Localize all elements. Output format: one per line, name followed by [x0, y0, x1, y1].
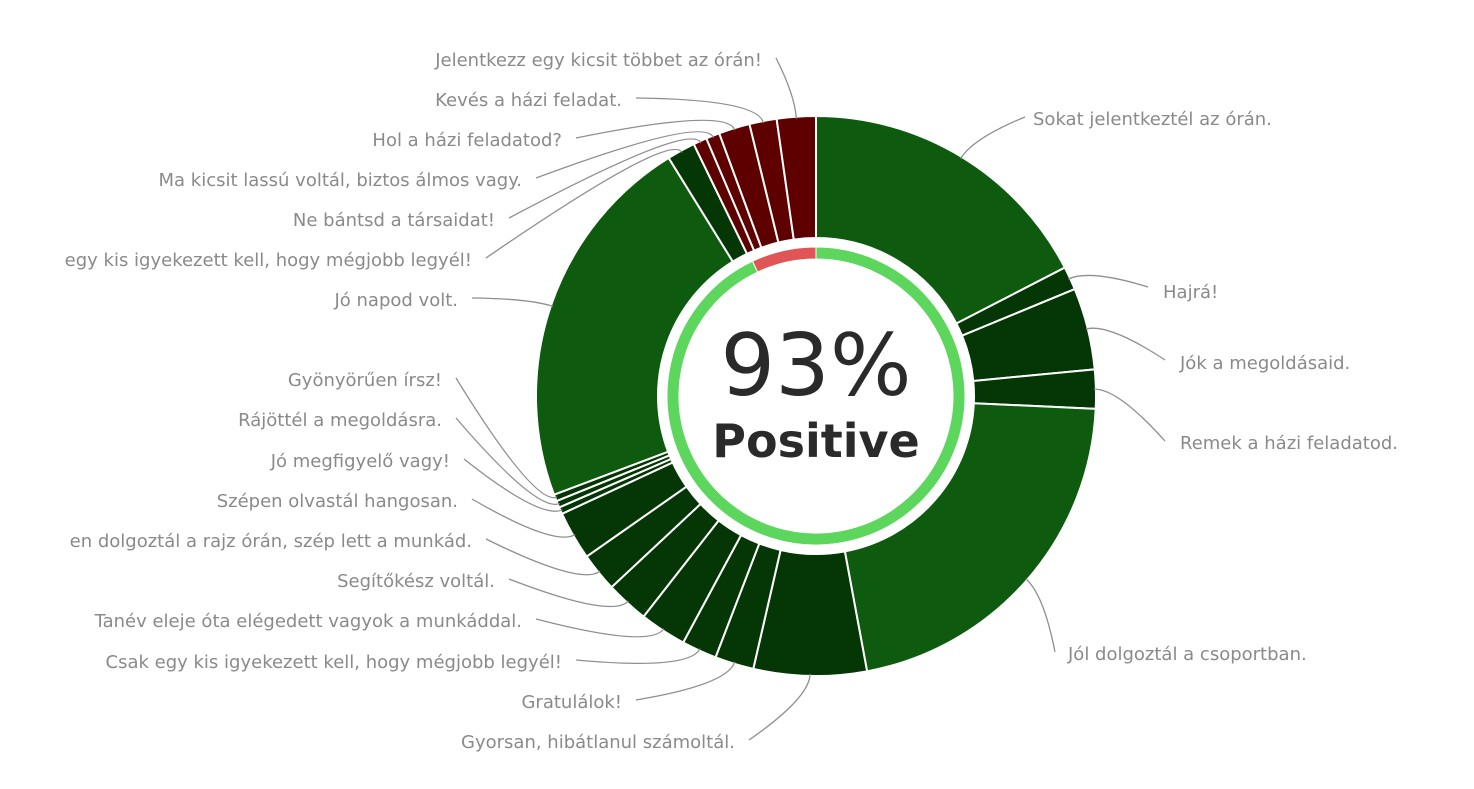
leader-rajottel-a-megoldasra [455, 417, 560, 505]
leader-en-dolgoztal-a-rajz-oran-szep-lett-a-mun [485, 538, 601, 576]
leader-jo-megfigyelo-vagy [463, 458, 563, 512]
label-jo-megfigyelo-vagy: Jó megfigyelő vagy! [270, 451, 450, 472]
leader-segitokesz-voltal [508, 578, 629, 608]
label-jo-napod-volt: Jó napod volt. [333, 290, 458, 311]
label-hajra: Hajrá! [1163, 282, 1218, 303]
label-segitokesz-voltal: Segítőkész voltál. [337, 571, 495, 592]
label-tanev-eleje-ota-elegedett-vagyok-a-munka: Tanév eleje óta elégedett vagyok a munká… [94, 611, 522, 632]
leader-szepen-olvastal-hangosan [471, 498, 576, 538]
leader-jelentkezz-egy-kicsit-tobbet-az-oran [775, 57, 798, 119]
slice-jo-napod-volt[interactable] [535, 156, 735, 496]
label-en-dolgoztal-a-rajz-oran-szep-lett-a-mun: en dolgoztál a rajz órán, szép lett a mu… [70, 531, 472, 552]
leader-jo-napod-volt [471, 297, 554, 307]
outer-ring [535, 114, 1097, 677]
leader-csak-egy-kis-igyekezett-kell-hogy-megjob [575, 648, 701, 665]
label-sokat-jelentkeztel-az-oran: Sokat jelentkeztél az órán. [1033, 109, 1272, 130]
leader-gyorsan-hibatlanul-szamoltal [748, 673, 811, 741]
label-gyorsan-hibatlanul-szamoltal: Gyorsan, hibátlanul számoltál. [461, 732, 735, 753]
label-remek-a-hazi-feladatod: Remek a házi feladatod. [1180, 433, 1398, 454]
center-caption: Positive [712, 414, 919, 468]
leader-ne-bantsd-a-tarsaidat [508, 138, 702, 219]
slice-jol-dolgoztal-a-csoportban[interactable] [843, 402, 1097, 673]
leader-gratulalok [635, 661, 736, 701]
label-jol-dolgoztal-a-csoportban: Jól dolgoztál a csoportban. [1067, 644, 1307, 665]
leader-lines [455, 57, 1166, 741]
leader-jok-a-megoldasaid [1085, 327, 1166, 361]
leader-egy-kis-igyekezett-kell-hogy-megjobb-leg [485, 148, 683, 259]
label-egy-kis-igyekezett-kell-hogy-megjobb-leg: egy kis igyekezett kell, hogy mégjobb le… [65, 250, 472, 271]
label-ne-bantsd-a-tarsaidat: Ne bántsd a társaidat! [293, 210, 495, 231]
label-keves-a-hazi-feladat: Kevés a házi feladat. [435, 90, 622, 111]
slice-labels: Sokat jelentkeztél az órán. Hajrá! Jók a m… [65, 50, 1398, 753]
leader-hajra [1067, 274, 1149, 288]
label-csak-egy-kis-igyekezett-kell-hogy-megjob: Csak egy kis igyekezett kell, hogy mégjo… [106, 652, 562, 673]
label-rajottel-a-megoldasra: Rájöttél a megoldásra. [238, 410, 442, 431]
label-ma-kicsit-lassu-voltal-biztos-almos-vagy: Ma kicsit lassú voltál, biztos álmos vag… [158, 170, 522, 191]
slice-jelentkezz-egy-kicsit-tobbet-az-oran[interactable] [775, 114, 817, 241]
slice-sokat-jelentkeztel-az-oran[interactable] [815, 114, 1067, 325]
label-gyonyoruen-irsz: Gyönyörűen írsz! [288, 370, 442, 391]
leader-sokat-jelentkeztel-az-oran [960, 116, 1026, 159]
label-jelentkezz-egy-kicsit-tobbet-az-oran: Jelentkezz egy kicsit többet az órán! [434, 50, 762, 71]
leader-gyonyoruen-irsz [455, 377, 558, 499]
label-szepen-olvastal-hangosan: Szépen olvastál hangosan. [217, 491, 458, 512]
center-percent: 93% [720, 316, 911, 416]
leader-remek-a-hazi-feladatod [1093, 388, 1166, 442]
label-gratulalok: Gratulálok! [521, 692, 622, 713]
leader-ma-kicsit-lassu-voltal-biztos-almos-vagy [535, 131, 715, 179]
leader-tanev-eleje-ota-elegedett-vagyok-a-munka [535, 618, 665, 638]
leader-jol-dolgoztal-a-csoportban [1025, 578, 1056, 653]
label-hol-a-hazi-feladatod: Hol a házi feladatod? [372, 130, 562, 151]
center-disc [679, 259, 953, 533]
leader-keves-a-hazi-feladat [635, 97, 764, 124]
label-jok-a-megoldasaid: Jók a megoldásaid. [1179, 353, 1350, 374]
leader-hol-a-hazi-feladatod [575, 119, 736, 139]
